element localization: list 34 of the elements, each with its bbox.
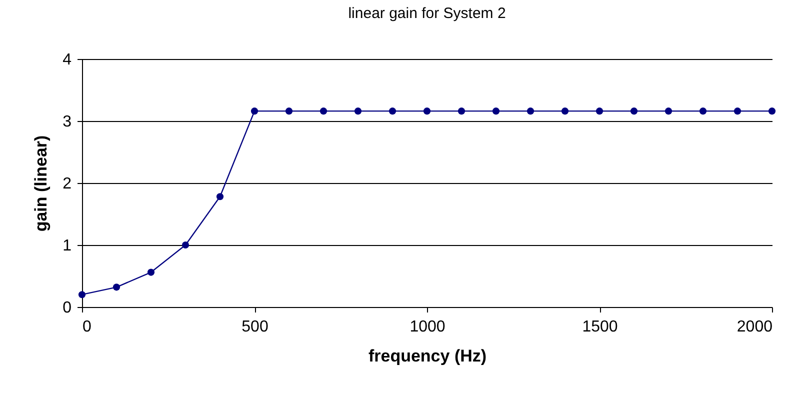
point [182, 241, 190, 249]
point [699, 108, 707, 115]
y-tick-label: 3 [62, 114, 72, 130]
point [664, 108, 672, 115]
x-tick-label: 500 [242, 318, 268, 336]
y-tick-label: 4 [62, 52, 72, 68]
y-axis-title: gain (linear) [32, 135, 51, 232]
point [768, 108, 776, 115]
y-tick-label: 2 [62, 176, 72, 192]
x-axis-title: frequency (Hz) [368, 346, 487, 366]
point [734, 108, 742, 115]
point [147, 268, 155, 276]
point [492, 108, 500, 115]
chart-title: linear gain for System 2 [348, 5, 506, 22]
x-tick-label: 0 [82, 318, 92, 336]
x-tick-label: 1000 [410, 318, 446, 336]
point [112, 284, 120, 291]
point [78, 291, 86, 298]
point [320, 108, 328, 115]
y-tick-label: 0 [62, 300, 72, 316]
point [216, 193, 224, 200]
x-tick-label: 2000 [736, 318, 773, 336]
point [388, 108, 396, 115]
point [250, 108, 258, 115]
point [630, 108, 638, 115]
point [561, 108, 569, 115]
point [526, 108, 534, 115]
point [285, 108, 293, 115]
x-tick-label: 1500 [582, 318, 618, 336]
point [458, 108, 466, 115]
point [354, 108, 362, 115]
point [596, 108, 604, 115]
point [423, 108, 431, 115]
y-tick-label: 1 [62, 238, 72, 254]
